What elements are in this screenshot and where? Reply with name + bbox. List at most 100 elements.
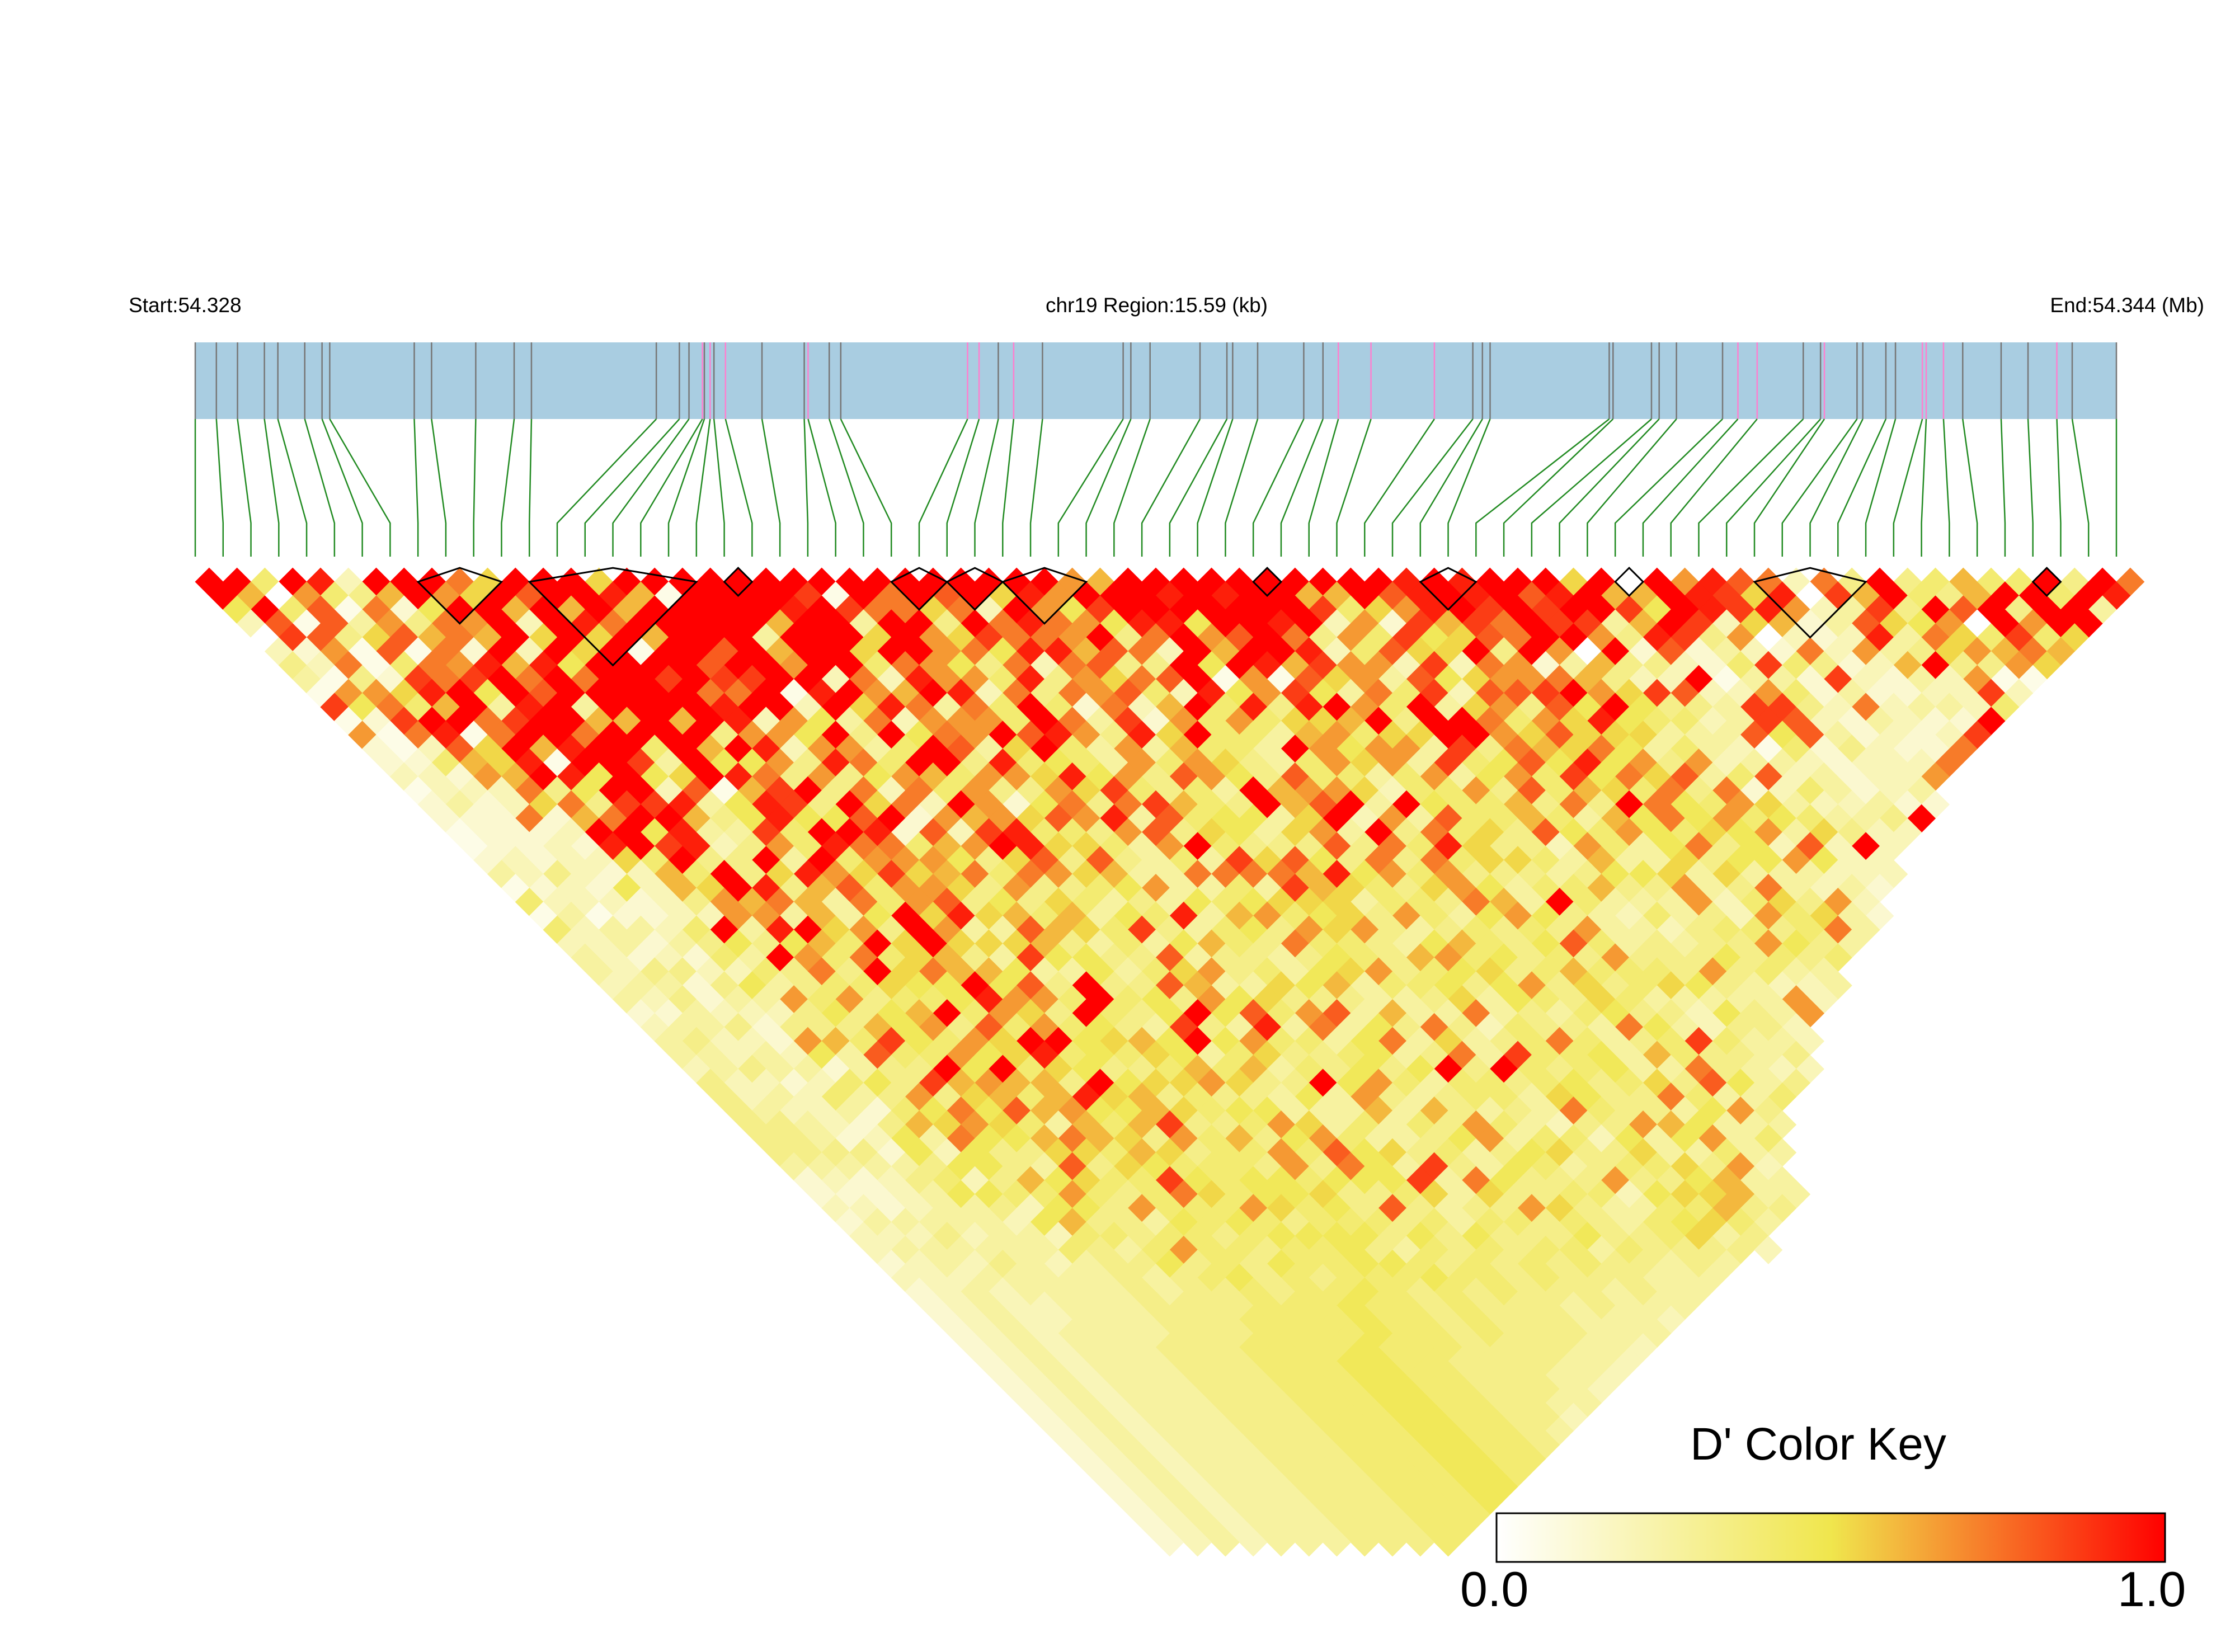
snp-connector-line: [1419, 418, 1483, 557]
snp-connector-line: [1942, 418, 1950, 557]
ld-block-outline: [1614, 566, 1645, 597]
ld-block-outline: [528, 567, 698, 667]
snp-connector-line: [803, 418, 809, 557]
ld-block-outline: [1419, 567, 1478, 611]
ld-cell: [1434, 1528, 1463, 1557]
ld-block-outline: [1753, 567, 1868, 639]
ld-cell: [1754, 1235, 1783, 1264]
snp-connector-line: [1642, 418, 1739, 557]
snp-connector-line: [761, 418, 781, 557]
snp-connector-line: [329, 418, 391, 557]
snp-connector-line: [840, 418, 892, 557]
snp-connector-line: [1029, 418, 1043, 557]
ld-cell: [1267, 1528, 1296, 1557]
snp-connector-line: [556, 418, 657, 557]
snp-connector-line: [584, 418, 680, 557]
snp-connector-line: [1308, 418, 1339, 557]
ld-blocks: [416, 566, 2062, 667]
snp-connector-line: [1893, 418, 1923, 557]
color-key-max-label: 1.0: [2118, 1561, 2186, 1617]
snp-connector-line: [695, 418, 711, 557]
ld-cell: [1295, 1528, 1324, 1557]
snp-connector-line: [1698, 418, 1804, 557]
snp-connector-line: [264, 418, 280, 557]
snp-connector-line: [1809, 418, 1864, 557]
snp-connector-line: [1559, 418, 1660, 557]
snp-connector-line: [1197, 418, 1234, 557]
snp-connector-line: [946, 418, 980, 557]
snp-connector-line: [612, 418, 690, 557]
snp-connector-line: [501, 418, 515, 557]
ld-block-outline: [1252, 566, 1283, 597]
snp-connector-line: [2071, 418, 2090, 557]
snp-connector-line: [1503, 418, 1614, 557]
snp-connector-line: [473, 418, 477, 557]
snp-connector-line: [1169, 418, 1228, 557]
snp-connector-line: [1962, 418, 1978, 557]
ld-block-outline: [416, 567, 504, 625]
ld-triangle: [195, 567, 2145, 1557]
snp-connector-line: [2027, 418, 2034, 557]
snp-connector-line: [713, 418, 725, 557]
ld-cell: [1183, 1528, 1212, 1557]
color-key-bar: [1495, 1512, 2166, 1563]
ld-cell: [1378, 1528, 1407, 1557]
snp-connector-line: [1837, 418, 1887, 557]
snp-connector-line: [1670, 418, 1758, 557]
snp-connector-line: [1252, 418, 1305, 557]
color-key-title: D' Color Key: [1690, 1419, 1946, 1470]
snp-connector-line: [667, 418, 705, 557]
region-end-label: End:54.344 (Mb): [2050, 294, 2204, 317]
snp-connector-line: [807, 418, 836, 557]
snp-connector-line: [1113, 418, 1151, 557]
snp-connector-line: [2000, 418, 2006, 557]
snp-connector-line: [1753, 418, 1825, 557]
snp-connector-line: [1587, 418, 1677, 557]
ld-block-outline: [723, 566, 754, 597]
snp-connector-line: [1141, 418, 1201, 557]
snp-connector-line: [1865, 418, 1897, 557]
snp-connector-line: [1085, 418, 1132, 557]
color-key-min-label: 0.0: [1460, 1561, 1529, 1617]
snp-connector-line: [1280, 418, 1324, 557]
snp-connector-line: [1725, 418, 1822, 557]
snp-connector-lines: [194, 418, 2118, 557]
snp-connector-line: [1364, 418, 1435, 557]
snp-connector-line: [1921, 418, 1927, 557]
snp-connector-line: [724, 418, 753, 557]
snp-connector-line: [1391, 418, 1474, 557]
snp-connector-line: [1225, 418, 1259, 557]
region-start-label: Start:54.328: [129, 294, 242, 317]
snp-connector-line: [1336, 418, 1372, 557]
ld-cell: [1323, 1528, 1351, 1557]
snp-connector-line: [1531, 418, 1652, 557]
region-size-label: chr19 Region:15.59 (kb): [1046, 294, 1268, 317]
snp-connector-line: [1614, 418, 1723, 557]
ld-cell: [1239, 1528, 1268, 1557]
snp-connector-line: [640, 418, 703, 557]
snp-connector-line: [1447, 418, 1491, 557]
snp-connector-line: [237, 418, 252, 557]
snp-connector-line: [1057, 418, 1124, 557]
ld-block-outline: [2031, 566, 2062, 597]
snp-connector-line: [277, 418, 308, 557]
snp-connector-line: [2056, 418, 2062, 557]
ld-cell: [1211, 1528, 1240, 1557]
ld-cell: [1155, 1528, 1184, 1557]
ld-cell: [1350, 1528, 1379, 1557]
snp-connector-line: [974, 418, 999, 557]
snp-position-track: [195, 342, 2116, 419]
snp-connector-line: [1475, 418, 1610, 557]
snp-connector-line: [321, 418, 363, 557]
snp-connector-line: [413, 418, 419, 557]
snp-connector-line: [431, 418, 447, 557]
snp-connector-line: [304, 418, 336, 557]
snp-connector-line: [215, 418, 224, 557]
snp-connector-line: [1002, 418, 1015, 557]
snp-connector-line: [1781, 418, 1858, 557]
ld-cell: [1406, 1528, 1435, 1557]
snp-connector-line: [528, 418, 533, 557]
snp-connector-line: [829, 418, 864, 557]
ld-block-outline: [1001, 567, 1088, 625]
